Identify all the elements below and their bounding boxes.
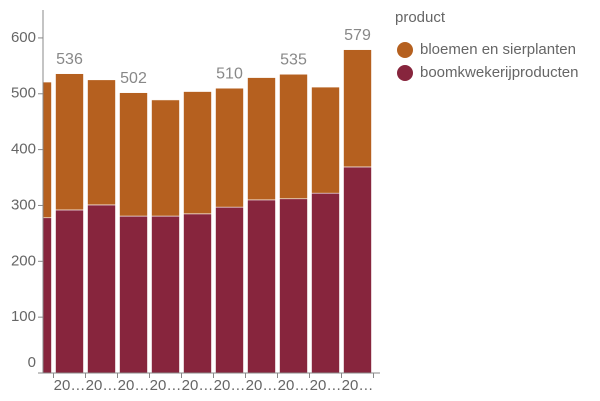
x-tick-label: 20… xyxy=(214,377,246,394)
legend-swatch xyxy=(397,42,413,58)
y-tick-label: 600 xyxy=(11,29,36,46)
bar-segment xyxy=(151,99,180,217)
plot-area xyxy=(43,49,372,374)
x-tick-label: 20… xyxy=(86,377,118,394)
total-label: 536 xyxy=(56,51,83,68)
x-tick-label: 20… xyxy=(118,377,150,394)
legend-label: boomkwekerijproducten xyxy=(420,64,578,81)
bar-segment xyxy=(343,49,372,168)
legend-label: bloemen en sierplanten xyxy=(420,41,576,58)
total-label: 579 xyxy=(344,27,371,44)
x-tick-label: 20… xyxy=(54,377,86,394)
bar-segment xyxy=(215,87,244,208)
bar-segment xyxy=(247,199,276,374)
bar-segment xyxy=(119,92,148,217)
bar-segment xyxy=(343,166,372,374)
bar-segment xyxy=(55,73,84,211)
x-tick-label: 20… xyxy=(310,377,342,394)
y-tick-label: 100 xyxy=(11,308,36,325)
x-tick-label: 20… xyxy=(278,377,310,394)
bar-segment xyxy=(87,79,116,206)
bar-segment xyxy=(215,206,244,374)
bar-segment xyxy=(183,91,212,215)
bar-segment xyxy=(151,215,180,374)
bar-segment xyxy=(43,217,52,374)
bar-segment xyxy=(279,198,308,374)
legend-swatch xyxy=(397,65,413,81)
total-label: 535 xyxy=(280,51,307,68)
x-tick-label: 20… xyxy=(150,377,182,394)
y-tick-label: 500 xyxy=(11,85,36,102)
bar-segment xyxy=(43,81,52,219)
bar-segment xyxy=(279,73,308,200)
x-tick-label: 20… xyxy=(246,377,278,394)
y-tick-label: 300 xyxy=(11,196,36,213)
y-tick-label: 200 xyxy=(11,252,36,269)
x-tick-label: 20… xyxy=(182,377,214,394)
total-label: 502 xyxy=(120,70,147,87)
total-label: 510 xyxy=(216,65,243,82)
bar-segment xyxy=(87,204,116,374)
bar-segment xyxy=(311,86,340,194)
bar-segment xyxy=(183,213,212,374)
y-tick-label: 400 xyxy=(11,141,36,158)
y-tick-label: 0 xyxy=(28,354,36,371)
bar-segment xyxy=(311,192,340,374)
bar-segment xyxy=(119,215,148,374)
bar-segment xyxy=(247,77,276,201)
x-tick-label: 20… xyxy=(342,377,374,394)
bar-segment xyxy=(55,209,84,374)
legend-title: product xyxy=(395,9,446,26)
